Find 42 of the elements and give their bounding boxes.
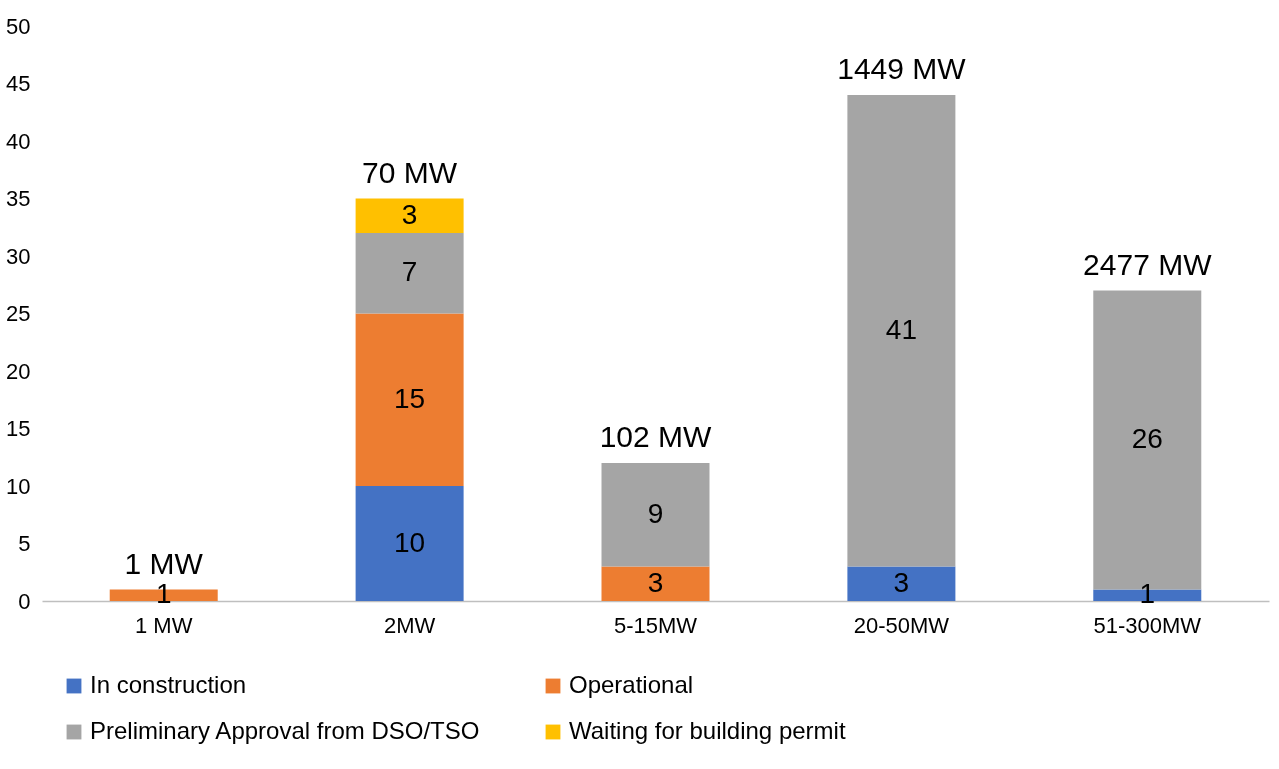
legend-label: In construction — [90, 671, 247, 698]
x-tick-label: 5-15MW — [613, 612, 698, 638]
x-tick-label: 20-50MW — [853, 612, 950, 638]
data-label: 7 — [401, 256, 418, 288]
data-label: 3 — [401, 198, 418, 230]
data-label: 41 — [885, 313, 917, 345]
y-tick-label: 50 — [6, 13, 31, 39]
y-tick-label: 0 — [18, 588, 31, 614]
data-label: 26 — [1131, 423, 1163, 454]
y-tick-label: 10 — [6, 473, 31, 499]
data-label: 15 — [394, 382, 426, 414]
data-label: 9 — [647, 497, 664, 529]
annotation: 1449 MW — [837, 52, 967, 85]
x-tick-label: 2MW — [383, 612, 436, 638]
legend-label: Operational — [569, 671, 694, 698]
y-tick-label: 5 — [18, 531, 31, 556]
bar — [847, 566, 956, 601]
data-label: 10 — [394, 526, 426, 558]
bar — [355, 313, 464, 486]
bar — [355, 233, 464, 314]
y-tick-label: 40 — [6, 128, 31, 154]
bar — [355, 198, 464, 233]
bar — [601, 463, 710, 567]
y-tick-label: 30 — [6, 243, 31, 269]
bar — [601, 566, 710, 601]
x-tick-label: 1 MW — [134, 612, 193, 638]
bar — [355, 486, 464, 601]
legend-label: Preliminary Approval from DSO/TSO — [90, 717, 480, 744]
annotation: 70 MW — [362, 155, 458, 189]
data-label: 3 — [893, 566, 910, 598]
y-tick-label: 20 — [6, 358, 31, 384]
x-tick-label: 51-300MW — [1093, 612, 1202, 638]
annotation: 1 MW — [124, 546, 204, 580]
legend-label: Waiting for building permit — [569, 717, 846, 744]
y-tick-label: 25 — [6, 301, 31, 326]
annotation: 102 MW — [599, 420, 713, 453]
data-label: 3 — [647, 566, 664, 598]
bar — [847, 95, 956, 567]
y-tick-label: 35 — [6, 186, 31, 211]
annotation: 2477 MW — [1083, 247, 1213, 281]
y-tick-label: 45 — [6, 71, 31, 96]
y-tick-label: 15 — [6, 416, 31, 441]
